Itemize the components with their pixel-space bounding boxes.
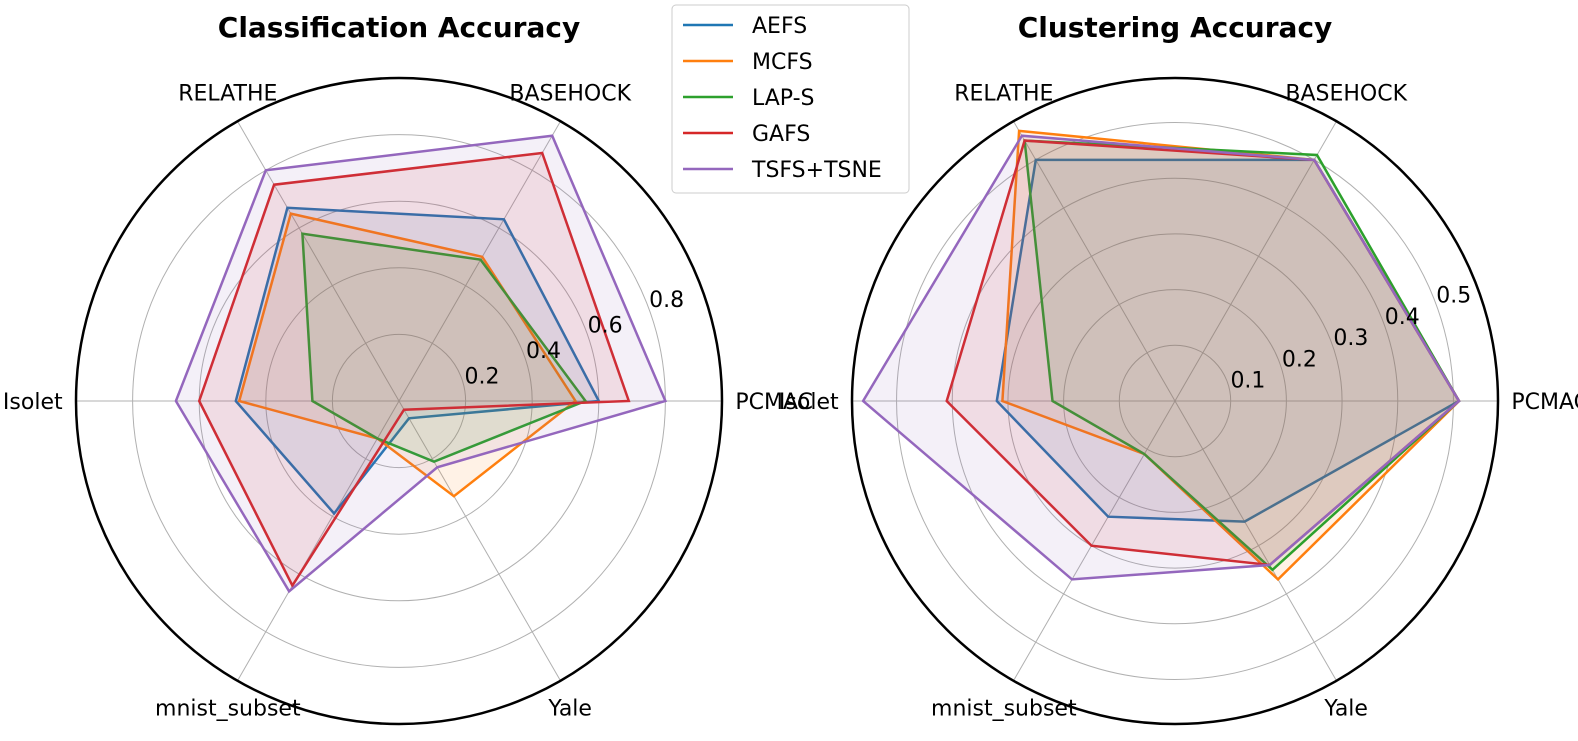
legend-label: GAFS (752, 122, 810, 147)
legend-label: AEFS (752, 14, 807, 39)
radial-tick-label: 0.1 (1230, 369, 1265, 394)
radial-tick-label: 0.6 (588, 314, 623, 339)
category-label: BASEHOCK (509, 81, 631, 106)
series-aefs (234, 206, 601, 516)
grid-spoke (1013, 121, 1176, 402)
series-mcfs (237, 212, 578, 498)
category-label: RELATHE (178, 81, 277, 106)
category-label: Isolet (3, 390, 63, 415)
series-lap-s (1023, 139, 1461, 572)
series-tsfs-tsne (174, 134, 668, 594)
polar-frame (74, 76, 724, 726)
radial-tick-label: 0.2 (465, 365, 500, 390)
category-label: mnist_subset (155, 697, 301, 722)
radial-tick-label: 0.2 (1282, 347, 1317, 372)
category-label: Isolet (779, 390, 839, 415)
chart-title: Classification Accuracy (218, 11, 580, 44)
legend-label: TSFS+TSNE (751, 158, 882, 183)
category-label: RELATHE (954, 81, 1053, 106)
legend-label: LAP-S (752, 86, 815, 111)
legend-box (671, 4, 910, 194)
category-label: PCMAC (1511, 390, 1578, 415)
radial-tick-label: 0.5 (1436, 283, 1471, 308)
radar-chart-2: Clustering Accuracy 0.1 0.2 0.3 0.4 0.5 PCMAC B… (779, 11, 1578, 726)
radial-tick-label: 0.3 (1333, 326, 1368, 351)
legend-label: MCFS (752, 50, 813, 75)
category-label: BASEHOCK (1285, 81, 1407, 106)
category-label: PCMAC (735, 390, 813, 415)
grid-spoke (1174, 121, 1337, 402)
grid-spoke (237, 400, 400, 681)
radial-tick-label: 0.8 (649, 288, 684, 313)
radar-chart-1: Classification Accuracy 0.2 0.4 0.6 0.8 PCMAC… (3, 11, 813, 726)
grid-spoke (237, 121, 400, 402)
legend: AEFS MCFS LAP-S GAFS TSFS+TSNE (671, 4, 910, 194)
grid-spoke (398, 400, 561, 681)
radial-tick-label: 0.4 (526, 339, 561, 364)
grid-spoke (1013, 400, 1176, 681)
category-label: Yale (1323, 697, 1368, 722)
series-tsfs-tsne (861, 134, 1461, 581)
category-label: mnist_subset (931, 697, 1077, 722)
chart-title: Clustering Accuracy (1018, 11, 1333, 44)
grid-spoke (398, 121, 561, 402)
category-label: Yale (547, 697, 592, 722)
grid-spoke (1174, 400, 1337, 681)
series-gafs (197, 151, 631, 589)
radial-tick-label: 0.4 (1385, 305, 1420, 330)
polar-frame (850, 76, 1500, 726)
